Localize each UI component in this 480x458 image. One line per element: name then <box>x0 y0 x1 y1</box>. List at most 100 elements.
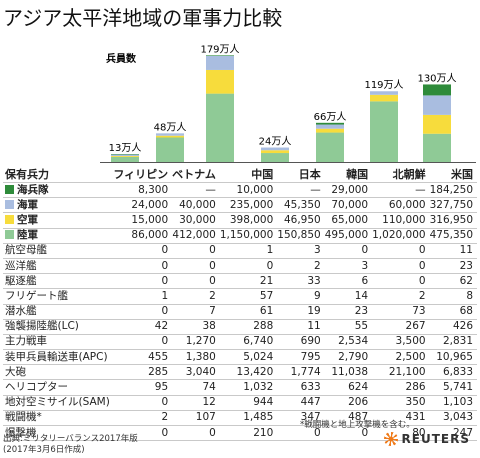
table-row: 海兵隊 8,300—10,000—29,000—184,250 <box>3 183 477 198</box>
column-header: ベトナム <box>172 167 216 181</box>
row-label: 海兵隊 <box>3 183 113 198</box>
table-row: 駆逐艦 0 0 21 33 6 0 62 <box>3 274 477 289</box>
y-axis-label: 兵員数 <box>106 52 137 65</box>
table-cell: 15,000 <box>131 213 169 226</box>
table-row: 海軍 24,000 40,000 235,000 45,350 70,000 60,000 3… <box>3 198 477 213</box>
table-cell: 3 <box>361 259 369 272</box>
table-cell: 495,000 <box>324 229 369 242</box>
table-cell: 184,250 <box>429 183 473 196</box>
table-cell: 475,350 <box>429 229 473 242</box>
table-cell: 1,032 <box>243 381 274 394</box>
bar-segment-海軍 <box>261 147 289 151</box>
table-cell: 57 <box>259 289 274 302</box>
table-cell: 1,020,000 <box>372 229 426 242</box>
table-cell: 0 <box>161 305 169 318</box>
table-cell: 1,150,000 <box>219 229 274 242</box>
bar-segment-空軍 <box>206 69 234 94</box>
row-label-text: ヘリコプター <box>5 381 68 394</box>
table-row: フリゲート艦 1 2 57 9 14 2 8 <box>3 289 477 304</box>
table-cell: 0 <box>209 259 216 272</box>
table-cell: 426 <box>452 320 473 333</box>
row-label-text: 戦闘機* <box>5 411 42 424</box>
row-label: 爆撃機 <box>3 426 113 441</box>
bar-segment-陸軍 <box>206 93 234 162</box>
bar-segment-陸軍 <box>370 101 398 162</box>
table-cell: 0 <box>209 274 216 287</box>
table-cell: 14 <box>354 289 369 302</box>
row-label: 潜水艦 <box>3 304 113 319</box>
table-cell: 23 <box>354 305 369 318</box>
bar-segment-空軍 <box>156 135 184 138</box>
table-cell: 2,500 <box>395 350 426 363</box>
bar-segment-海兵隊 <box>423 84 451 96</box>
table-cell: 1 <box>161 289 169 302</box>
table-cell: 247 <box>452 426 473 439</box>
table-cell: 11,038 <box>331 365 369 378</box>
table-cell: 6,833 <box>442 365 473 378</box>
row-label: 装甲兵員輸送車(APC) <box>3 350 113 365</box>
table-cell: 3 <box>314 244 321 257</box>
bar-total-label: 48万人 <box>154 121 187 133</box>
table-cell: 2,534 <box>338 335 369 348</box>
table-cell: 235,000 <box>229 198 274 211</box>
row-label: 大砲 <box>3 365 113 380</box>
table-cell: 327,750 <box>429 198 473 211</box>
bar-segment-陸軍 <box>261 153 289 162</box>
row-label: 戦闘機* <box>3 410 113 425</box>
table-cell: 447 <box>300 396 321 409</box>
bar-segment-空軍 <box>370 94 398 102</box>
stacked-bar-chart: 兵員数 13万人 48万人 179万人 24万人 66万人 119万人 130万人 <box>100 43 476 163</box>
bar-segment-海軍 <box>111 154 139 156</box>
table-row: 巡洋艦 0 0 0 2 3 0 23 <box>3 258 477 274</box>
bar-total-label: 179万人 <box>200 43 239 55</box>
bar-segment-海軍 <box>423 95 451 115</box>
bar-segment-海軍 <box>316 124 344 129</box>
row-label-text: 海軍 <box>17 198 38 211</box>
row-label-text: 爆撃機 <box>5 426 37 439</box>
table-cell: 795 <box>300 350 321 363</box>
table-cell: 624 <box>348 381 369 394</box>
bar-segment-空軍 <box>111 155 139 157</box>
table-cell: 11 <box>307 320 321 333</box>
row-label-text: 空軍 <box>17 213 38 226</box>
row-label: 強襲揚陸艦(LC) <box>3 319 113 334</box>
table-row: 航空母艦 0 0 1 3 0 0 11 <box>3 243 477 259</box>
table-cell: 267 <box>405 320 426 333</box>
table-cell: 95 <box>154 381 169 394</box>
table-cell: 0 <box>161 335 169 348</box>
table-cell: 2 <box>418 289 426 302</box>
column-header: 北朝鮮 <box>392 167 426 181</box>
bar-segment-陸軍 <box>111 156 139 162</box>
table-cell: 0 <box>209 426 216 439</box>
table-cell: 347 <box>300 411 321 424</box>
table-cell: 206 <box>348 396 369 409</box>
table-cell: 7 <box>209 305 216 318</box>
row-label: 地対空ミサイル(SAM) <box>3 395 113 410</box>
table-cell: 55 <box>354 320 369 333</box>
table-cell: 11 <box>459 244 473 257</box>
table-row: 爆撃機 0 0 210 0 0 80 247 <box>3 426 477 441</box>
table-cell: 286 <box>405 381 426 394</box>
table-cell: 487 <box>348 411 369 424</box>
table-cell: 150,850 <box>277 229 321 242</box>
table-cell: 65,000 <box>331 213 369 226</box>
chart-title: アジア太平洋地域の軍事力比較 <box>3 6 283 30</box>
table-cell: 0 <box>266 259 274 272</box>
bar-segment-海軍 <box>370 91 398 95</box>
table-cell: 210 <box>253 426 274 439</box>
bar-segment-陸軍 <box>156 137 184 162</box>
table-cell: 74 <box>202 381 216 394</box>
table-cell: 3,043 <box>442 411 473 424</box>
table-cell: 0 <box>418 274 426 287</box>
table-cell: 40,000 <box>179 198 216 211</box>
bar-total-label: 130万人 <box>417 72 456 84</box>
row-label: 空軍 <box>3 213 113 228</box>
row-label-text: 装甲兵員輸送車(APC) <box>5 350 108 363</box>
table-row: 地対空ミサイル(SAM) 0 12 944 447 206 350 1,103 <box>3 395 477 411</box>
date-text: (2017年3月6日作成) <box>3 445 85 455</box>
table-row: 陸軍 86,000 412,000 1,150,000 150,850 495,000 1,… <box>3 228 477 244</box>
table-cell: 0 <box>161 396 169 409</box>
table-cell: 45,350 <box>283 198 321 211</box>
table-header-row: 保有兵力 フィリピン ベトナム 中国 日本 韓国 北朝鮮 米国 <box>3 166 477 183</box>
table-cell: 0 <box>209 244 216 257</box>
